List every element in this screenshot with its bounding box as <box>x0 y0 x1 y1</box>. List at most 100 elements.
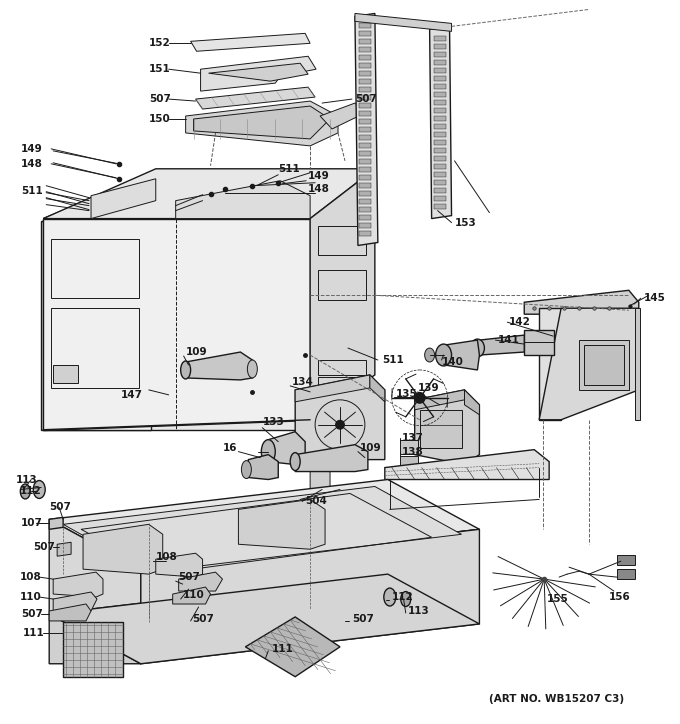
Bar <box>434 188 445 193</box>
Polygon shape <box>539 308 639 420</box>
Bar <box>359 119 371 124</box>
Bar <box>434 60 445 65</box>
Text: 16: 16 <box>222 442 237 452</box>
Bar <box>359 214 371 219</box>
Polygon shape <box>415 390 479 465</box>
Bar <box>434 180 445 185</box>
Polygon shape <box>295 375 385 460</box>
Polygon shape <box>464 390 479 415</box>
Bar <box>434 195 445 201</box>
Text: 134: 134 <box>292 377 314 387</box>
Polygon shape <box>44 174 368 219</box>
Polygon shape <box>310 455 330 505</box>
Ellipse shape <box>248 360 257 378</box>
Circle shape <box>413 392 426 404</box>
Polygon shape <box>186 352 252 380</box>
Bar <box>579 340 629 390</box>
Bar <box>434 76 445 81</box>
Polygon shape <box>57 542 71 556</box>
Polygon shape <box>53 572 103 597</box>
Bar <box>434 100 445 105</box>
Bar <box>434 172 445 177</box>
Bar <box>434 108 445 113</box>
Text: 141: 141 <box>497 335 520 345</box>
Text: 112: 112 <box>19 487 41 497</box>
Text: 111: 111 <box>23 628 45 638</box>
Text: 137: 137 <box>402 433 424 442</box>
Bar <box>359 143 371 148</box>
Bar <box>359 31 371 36</box>
Polygon shape <box>175 181 310 219</box>
Ellipse shape <box>241 460 252 479</box>
Text: 504: 504 <box>305 497 327 506</box>
Polygon shape <box>310 174 368 375</box>
Polygon shape <box>49 574 479 664</box>
Polygon shape <box>479 335 524 355</box>
Polygon shape <box>49 614 141 664</box>
Text: 507: 507 <box>49 502 71 513</box>
Polygon shape <box>385 450 549 479</box>
Text: 108: 108 <box>19 572 41 582</box>
Bar <box>359 39 371 44</box>
Text: 507: 507 <box>179 572 201 582</box>
Polygon shape <box>49 479 479 569</box>
Bar <box>434 203 445 209</box>
Text: 147: 147 <box>121 390 143 400</box>
Polygon shape <box>44 219 151 430</box>
Bar <box>359 63 371 68</box>
Polygon shape <box>49 604 91 621</box>
Bar <box>359 206 371 211</box>
Polygon shape <box>445 340 479 370</box>
Polygon shape <box>248 455 278 479</box>
Bar <box>359 47 371 52</box>
Bar <box>53 365 78 383</box>
Bar <box>359 23 371 28</box>
Bar <box>434 116 445 121</box>
Polygon shape <box>269 432 305 465</box>
Polygon shape <box>41 221 149 430</box>
Bar <box>359 159 371 164</box>
Polygon shape <box>295 375 370 402</box>
Text: 148: 148 <box>308 184 330 194</box>
Polygon shape <box>91 179 156 219</box>
Bar <box>318 226 366 256</box>
Ellipse shape <box>401 592 411 607</box>
Bar <box>434 44 445 49</box>
Text: 113: 113 <box>408 606 430 616</box>
Bar <box>434 132 445 137</box>
Text: 112: 112 <box>392 592 413 602</box>
Bar <box>617 569 635 579</box>
Text: 135: 135 <box>396 389 418 399</box>
Polygon shape <box>49 518 63 529</box>
Text: 113: 113 <box>16 474 37 484</box>
Text: 511: 511 <box>382 355 403 365</box>
Bar <box>635 308 640 420</box>
Polygon shape <box>201 56 316 91</box>
Text: 109: 109 <box>360 442 381 452</box>
Text: 150: 150 <box>149 114 171 124</box>
Polygon shape <box>209 63 308 81</box>
Text: 507: 507 <box>33 542 55 552</box>
Bar <box>400 439 418 454</box>
Polygon shape <box>196 87 315 109</box>
Bar <box>434 140 445 145</box>
Polygon shape <box>186 101 338 146</box>
Text: 138: 138 <box>402 447 424 457</box>
Bar <box>359 127 371 132</box>
Polygon shape <box>355 14 378 245</box>
Ellipse shape <box>290 452 300 471</box>
Text: 139: 139 <box>418 383 439 393</box>
Bar <box>434 148 445 153</box>
Bar <box>359 135 371 140</box>
Polygon shape <box>355 14 452 31</box>
Ellipse shape <box>471 339 484 357</box>
Text: 153: 153 <box>454 218 476 227</box>
Text: 148: 148 <box>21 159 44 169</box>
Text: 110: 110 <box>183 590 205 600</box>
Bar <box>434 92 445 97</box>
Bar <box>359 95 371 100</box>
Bar <box>318 360 366 375</box>
Text: 507: 507 <box>21 609 44 619</box>
Text: 152: 152 <box>149 38 171 49</box>
Bar <box>434 164 445 169</box>
